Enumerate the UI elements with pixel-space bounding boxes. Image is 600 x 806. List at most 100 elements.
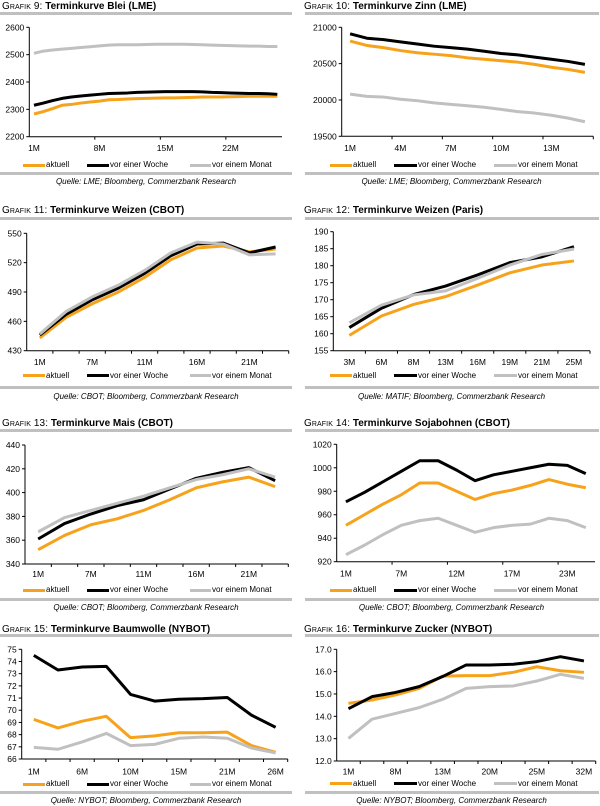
legend-label-vor-einem-monat: vor einem Monat: [518, 160, 578, 169]
legend-divider: [0, 791, 292, 794]
x-tick-label: 4M: [395, 143, 407, 153]
y-tick-label: 21000: [313, 22, 337, 32]
chart-title: Grafik 13: Terminkurve Mais (CBOT): [2, 418, 173, 430]
series-line-aktuell: [38, 244, 276, 340]
series-line-vor-einer-woche: [348, 245, 575, 329]
x-tick-label: 1M: [28, 143, 40, 153]
x-tick-label: 13M: [543, 143, 560, 153]
legend-swatch-aktuell: [330, 588, 352, 592]
y-tick-label: 490: [8, 287, 22, 297]
y-tick-label: 70: [7, 705, 17, 715]
y-tick-label: 360: [6, 535, 20, 545]
legend-divider: [0, 597, 292, 601]
chart-title-text: Terminkurve Weizen (Paris): [352, 205, 484, 216]
y-tick-label: 550: [8, 228, 22, 238]
y-tick-label: 460: [8, 316, 22, 326]
y-tick-label: 15.0: [315, 689, 332, 699]
x-tick-label: 11M: [136, 569, 152, 579]
y-tick-label: 2200: [5, 132, 24, 142]
chart-title-text: Terminkurve Baumwolle (NYBOT): [50, 624, 211, 635]
x-tick-label: 16M: [469, 357, 486, 367]
x-tick-label: 12M: [448, 569, 465, 579]
x-tick-label: 21M: [534, 357, 551, 367]
y-tick-label: 2600: [5, 22, 24, 32]
legend-divider: [305, 171, 599, 175]
x-tick-label: 19M: [502, 357, 519, 367]
y-tick-label: 400: [6, 488, 20, 498]
y-tick-label: 66: [7, 754, 17, 764]
chart-panel-grafik-9: Grafik 9: Terminkurve Blei (LME) 2200 230…: [0, 0, 292, 192]
y-tick-label: 2400: [5, 77, 24, 87]
legend-swatch-vor-einem-monat: [494, 588, 517, 592]
source-note: Quelle: CBOT; Bloomberg, Commerzbank Res…: [358, 602, 545, 612]
y-tick-label: 175: [314, 278, 328, 288]
series-line-vor-einer-woche: [345, 459, 587, 504]
plot-area: 340 360 380 400 420 440 1M 7M 11M 16M 21M: [6, 440, 289, 579]
title-divider: [305, 216, 599, 220]
y-tick-label: 68: [7, 730, 17, 740]
series-line-vor-einem-monat: [33, 731, 276, 755]
plot-area: 920 940 960 980 1000 1020 1M 7M 12M 17M 23M: [313, 439, 595, 579]
plot-area: 19500 20000 20500 21000 1M 4M 7M 10M 13M: [313, 22, 594, 153]
legend-label-vor-einer-woche: vor einer Woche: [110, 370, 169, 380]
legend-swatch-vor-einer-woche: [394, 588, 417, 592]
plot-area: 66 67 68 69 70 71 72 73 74 75 1M 6M 10M 15M 21M 26M: [7, 644, 289, 777]
legend-swatch-vor-einer-woche: [394, 782, 417, 785]
chart-panel-grafik-12: Grafik 12: Terminkurve Weizen (Paris) 15…: [303, 204, 600, 407]
x-tick-label: 13M: [434, 767, 451, 777]
chart-title-text: Terminkurve Zinn (LME): [352, 1, 467, 12]
legend-label-vor-einer-woche: vor einer Woche: [110, 160, 169, 169]
chart-title: Grafik 12: Terminkurve Weizen (Paris): [304, 205, 483, 217]
x-tick-label: 25M: [529, 767, 546, 777]
x-tick-label: 1M: [343, 767, 355, 777]
plot-area: 155 160 165 170 175 180 185 190 3M 6M 8M 13M 16M 19M 2…: [314, 227, 591, 367]
source-note: Quelle: LME; Bloomberg, Commerzbank Rese…: [55, 177, 237, 186]
legend-label-vor-einem-monat: vor einem Monat: [212, 370, 272, 380]
y-tick-label: 16.0: [315, 667, 332, 677]
x-tick-label: 32M: [576, 767, 593, 777]
legend-label-vor-einer-woche: vor einer Woche: [418, 160, 477, 169]
y-tick-label: 2500: [5, 50, 24, 60]
y-tick-label: 20500: [313, 59, 337, 69]
title-divider: [0, 634, 292, 637]
y-tick-label: 75: [7, 644, 17, 654]
chart-panel-grafik-15: Grafik 15: Terminkurve Baumwolle (NYBOT)…: [0, 623, 292, 806]
x-tick-label: 15M: [157, 143, 174, 153]
x-tick-label: 21M: [219, 767, 236, 777]
legend-swatch-vor-einer-woche: [87, 588, 109, 592]
legend-label-vor-einer-woche: vor einer Woche: [418, 370, 477, 380]
legend-swatch-vor-einem-monat: [190, 374, 211, 377]
y-tick-label: 17.0: [315, 644, 332, 654]
x-tick-label: 15M: [171, 767, 188, 777]
legend-label-vor-einem-monat: vor einem Monat: [518, 585, 578, 594]
y-tick-label: 12.0: [315, 756, 332, 766]
x-tick-label: 11M: [137, 357, 153, 367]
legend-swatch-aktuell: [330, 374, 352, 377]
y-tick-label: 420: [6, 464, 20, 474]
chart-title-text: Terminkurve Blei (LME): [45, 1, 157, 12]
x-tick-label: 10M: [493, 143, 510, 153]
y-tick-label: 1020: [313, 439, 332, 449]
y-tick-label: 340: [6, 559, 20, 569]
chart-panel-grafik-13: Grafik 13: Terminkurve Mais (CBOT) 340 36…: [0, 417, 292, 618]
legend-label-aktuell: aktuell: [46, 370, 70, 380]
y-tick-label: 440: [6, 440, 20, 450]
title-divider: [305, 11, 599, 15]
series-line-vor-einem-monat: [349, 92, 586, 124]
legend-label-vor-einem-monat: vor einem Monat: [518, 778, 578, 788]
source-note: Quelle: CBOT; Bloomberg, Commerzbank Res…: [53, 602, 239, 612]
series-line-vor-einer-woche: [33, 654, 277, 729]
source-note: Quelle: MATIF; Bloomberg, Commerzbank Re…: [357, 392, 546, 401]
source-note: Quelle: NYBOT; Bloomberg, Commerzbank Re…: [356, 796, 547, 805]
y-tick-label: 74: [7, 656, 17, 666]
title-divider: [0, 428, 292, 432]
y-tick-label: 69: [7, 717, 17, 727]
legend-swatch-vor-einer-woche: [87, 374, 109, 377]
series-line-vor-einer-woche: [349, 32, 586, 66]
source-note: Quelle: CBOT; Bloomberg, Commerzbank Res…: [53, 392, 239, 401]
x-tick-label: 26M: [267, 767, 284, 777]
legend-label-vor-einer-woche: vor einer Woche: [110, 585, 169, 594]
y-tick-label: 19500: [313, 131, 337, 141]
y-tick-label: 960: [318, 510, 332, 520]
